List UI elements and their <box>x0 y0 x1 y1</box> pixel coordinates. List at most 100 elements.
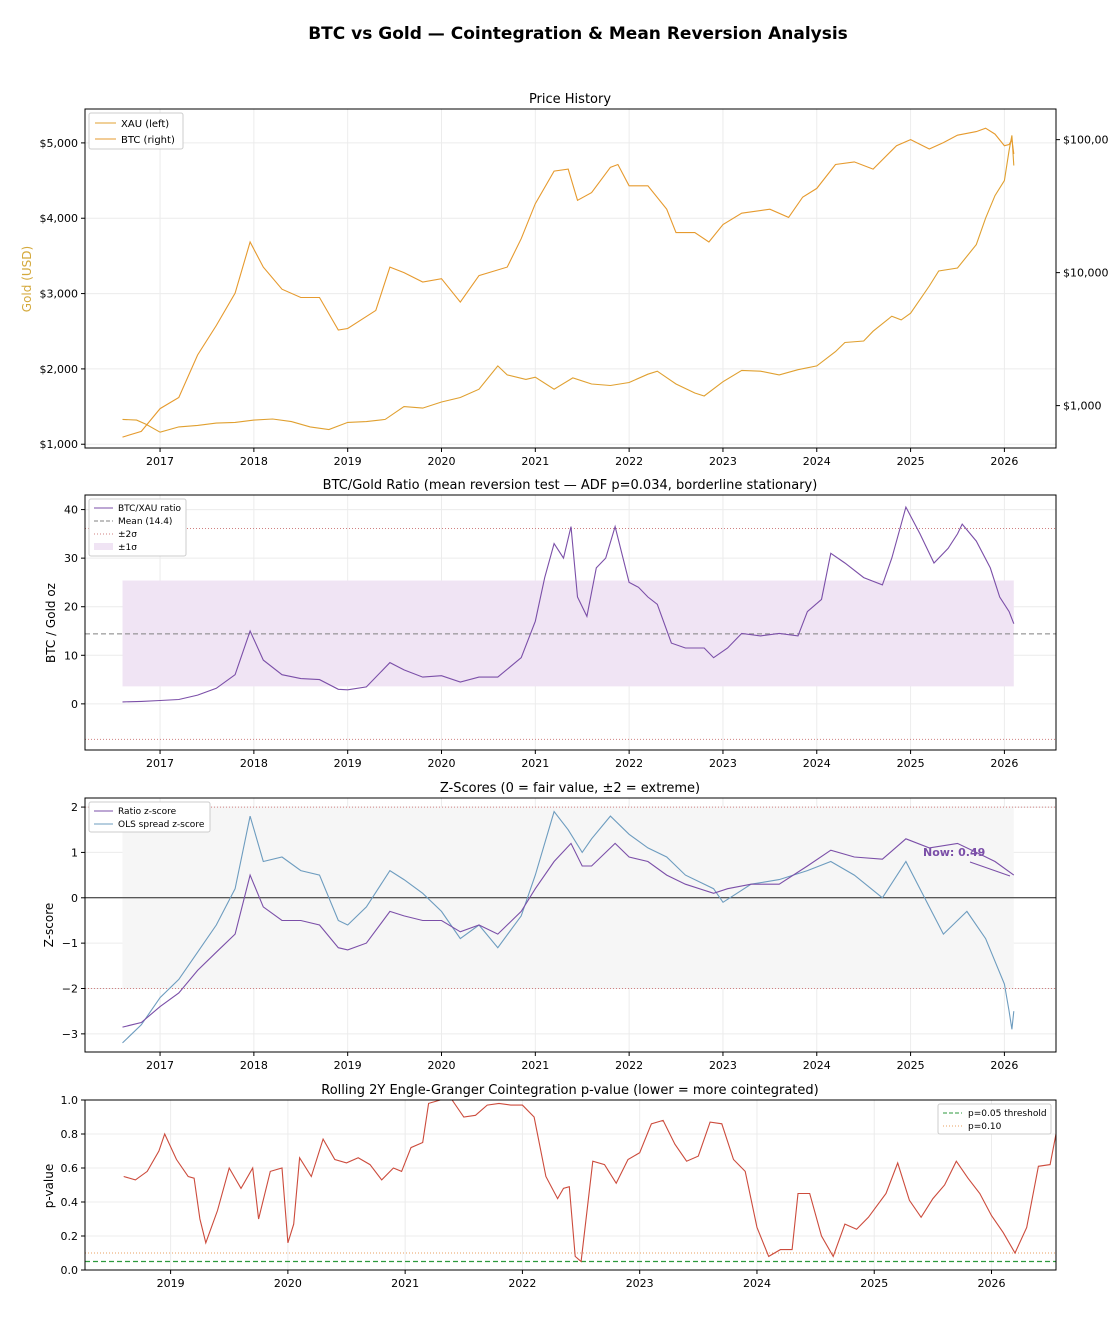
legend-label: ±1σ <box>118 543 137 553</box>
y-axis-label: BTC / Gold oz <box>44 583 58 663</box>
x-tick-label: 2018 <box>240 455 268 468</box>
x-tick-label: 2022 <box>508 1277 536 1290</box>
legend-label: p=0.05 threshold <box>968 1109 1047 1119</box>
y-tick-label: 2 <box>71 801 78 814</box>
y-tick-label: 0 <box>71 698 78 711</box>
x-tick-label: 2024 <box>743 1277 771 1290</box>
pvalue-series-line <box>123 1099 1057 1263</box>
figure-title: BTC vs Gold — Cointegration & Mean Rever… <box>308 24 848 44</box>
legend-swatch-1sigma <box>94 543 113 550</box>
x-tick-label: 2025 <box>897 1059 925 1072</box>
zscore-chart: Z-Scores (0 = fair value, ±2 = extreme) … <box>42 781 1057 1072</box>
legend: BTC/XAU ratio Mean (14.4) ±2σ ±1σ <box>88 498 187 557</box>
y2-tick-label: $10,000 <box>1063 267 1109 280</box>
y-tick-label: $1,000 <box>40 438 79 451</box>
legend-label: Mean (14.4) <box>118 517 172 527</box>
x-tick-label: 2020 <box>428 455 456 468</box>
x-tick-label: 2023 <box>626 1277 654 1290</box>
x-tick-label: 2026 <box>990 1059 1018 1072</box>
chart-title: BTC/Gold Ratio (mean reversion test — AD… <box>323 478 818 493</box>
plot-frame <box>84 1099 1057 1271</box>
y-tick-label: −2 <box>62 983 78 996</box>
plot-frame <box>84 797 1057 1053</box>
legend-label: ±2σ <box>118 530 137 540</box>
y2-tick-label: $1,000 <box>1063 400 1102 413</box>
legend: p=0.05 threshold p=0.10 <box>937 1103 1052 1135</box>
y-tick-label: 40 <box>64 504 78 517</box>
y-tick-label: 0 <box>71 892 78 905</box>
legend-label: BTC (right) <box>121 135 175 146</box>
y2-tick-label: $100,00 <box>1063 134 1109 147</box>
x-tick-label: 2017 <box>146 757 174 770</box>
y-tick-label: −1 <box>62 937 78 950</box>
x-tick-label: 2020 <box>274 1277 302 1290</box>
x-tick-label: 2022 <box>615 757 643 770</box>
chart-title: Price History <box>529 92 611 107</box>
x-tick-label: 2023 <box>709 455 737 468</box>
legend-label: BTC/XAU ratio <box>118 504 181 514</box>
y-tick-label: 20 <box>64 601 78 614</box>
x-tick-label: 2023 <box>709 757 737 770</box>
legend-label: OLS spread z-score <box>118 820 205 830</box>
legend: XAU (left) BTC (right) <box>88 112 184 150</box>
x-tick-label: 2019 <box>334 757 362 770</box>
btc-series-line <box>122 127 1015 438</box>
x-tick-label: 2026 <box>990 455 1018 468</box>
x-tick-label: 2021 <box>521 1059 549 1072</box>
y-tick-label: 10 <box>64 649 78 662</box>
legend-label: p=0.10 <box>968 1122 1002 1132</box>
x-tick-label: 2024 <box>803 1059 831 1072</box>
legend-label: XAU (left) <box>121 119 169 130</box>
x-tick-label: 2022 <box>615 1059 643 1072</box>
y-tick-label: 1 <box>71 846 78 859</box>
x-tick-label: 2026 <box>978 1277 1006 1290</box>
legend: Ratio z-score OLS spread z-score <box>88 801 211 833</box>
y-tick-label: $2,000 <box>40 363 79 376</box>
x-tick-label: 2021 <box>391 1277 419 1290</box>
x-tick-label: 2022 <box>615 455 643 468</box>
price-history-chart: Price History 2017 2018 2019 2020 2021 2022 20… <box>20 92 1109 468</box>
y-axis-label: Z-score <box>42 903 56 948</box>
y-tick-label: 0.6 <box>61 1162 79 1175</box>
y-tick-label: 0.0 <box>61 1264 79 1277</box>
x-tick-label: 2025 <box>897 757 925 770</box>
ratio-series-line <box>122 505 1015 703</box>
x-tick-label: 2021 <box>521 455 549 468</box>
x-tick-label: 2025 <box>897 455 925 468</box>
ratio-chart: BTC/Gold Ratio (mean reversion test — AD… <box>44 478 1057 770</box>
x-tick-label: 2020 <box>428 1059 456 1072</box>
ols-zscore-line <box>122 810 1015 1044</box>
pvalue-chart: Rolling 2Y Engle-Granger Cointegration p… <box>42 1083 1057 1290</box>
legend-label: Ratio z-score <box>118 807 177 817</box>
plot-frame <box>84 494 1057 751</box>
y-axis-label: p-value <box>42 1164 56 1208</box>
plot-frame <box>84 108 1057 449</box>
y-tick-label: 0.8 <box>61 1128 79 1141</box>
y-tick-label: 30 <box>64 552 78 565</box>
x-tick-label: 2021 <box>521 757 549 770</box>
y-tick-label: 0.4 <box>61 1196 79 1209</box>
x-tick-label: 2023 <box>709 1059 737 1072</box>
xau-series-line <box>122 135 1015 433</box>
annotation-arrow <box>969 861 1011 877</box>
y-axis-label: Gold (USD) <box>20 246 34 312</box>
ratio-zscore-line <box>122 838 1015 1028</box>
y-tick-label: $3,000 <box>40 288 79 301</box>
x-tick-label: 2024 <box>803 757 831 770</box>
y-tick-label: $5,000 <box>40 137 79 150</box>
x-tick-label: 2020 <box>428 757 456 770</box>
now-annotation: Now: 0.49 <box>923 846 985 859</box>
chart-title: Rolling 2Y Engle-Granger Cointegration p… <box>321 1083 818 1098</box>
x-tick-label: 2017 <box>146 455 174 468</box>
y-tick-label: 0.2 <box>61 1230 79 1243</box>
x-tick-label: 2019 <box>334 1059 362 1072</box>
x-tick-label: 2018 <box>240 1059 268 1072</box>
x-tick-label: 2025 <box>860 1277 888 1290</box>
chart-title: Z-Scores (0 = fair value, ±2 = extreme) <box>440 781 700 796</box>
x-tick-label: 2019 <box>334 455 362 468</box>
y-tick-label: −3 <box>62 1028 78 1041</box>
x-tick-label: 2024 <box>803 455 831 468</box>
y-tick-label: 1.0 <box>61 1094 79 1107</box>
x-tick-label: 2026 <box>990 757 1018 770</box>
